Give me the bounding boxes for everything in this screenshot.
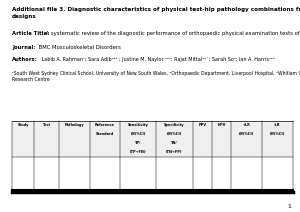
Text: TP/: TP/ [135,141,142,145]
Text: (95%CI): (95%CI) [239,132,254,136]
Text: Reference: Reference [95,123,115,127]
Text: (95%CI): (95%CI) [130,132,146,136]
Text: -LR: -LR [274,123,281,127]
Text: (TN+FP): (TN+FP) [166,150,183,154]
Text: BMC Musculoskeletal Disorders: BMC Musculoskeletal Disorders [37,45,121,50]
Text: Sensitivity: Sensitivity [128,123,149,127]
Text: NPV: NPV [218,123,226,127]
Text: ¹South West Sydney Clinical School, University of New South Wales, ²Orthopaedic : ¹South West Sydney Clinical School, Univ… [12,71,300,82]
Text: Test: Test [43,123,51,127]
Text: Authors:: Authors: [12,57,38,62]
Text: Article Title:: Article Title: [12,31,49,36]
Text: (95%CI): (95%CI) [167,132,182,136]
Text: Labib A. Rahman¹; Sara Adib¹²³ ; Justine M. Naylor ¹²³; Rajat Mittal²³´; Sarah S: Labib A. Rahman¹; Sara Adib¹²³ ; Justine… [40,57,275,62]
Text: Standard: Standard [96,132,114,136]
Text: (TP+FN): (TP+FN) [130,150,147,154]
Text: Specificity: Specificity [164,123,185,127]
Text: Study: Study [17,123,29,127]
Text: Journal:: Journal: [12,45,35,50]
Bar [12,121,292,157]
Text: Pathology: Pathology [65,123,84,127]
Text: A systematic review of the diagnostic performance of orthopaedic physical examin: A systematic review of the diagnostic pe… [44,31,300,36]
Text: +LR: +LR [243,123,250,127]
Text: PPV: PPV [198,123,206,127]
Text: (95%CI): (95%CI) [269,132,285,136]
Text: TN/: TN/ [171,141,178,145]
Text: Additional file 3. Diagnostic characteristics of physical test-hip pathology com: Additional file 3. Diagnostic characteri… [12,7,300,19]
Text: 1: 1 [287,204,291,209]
